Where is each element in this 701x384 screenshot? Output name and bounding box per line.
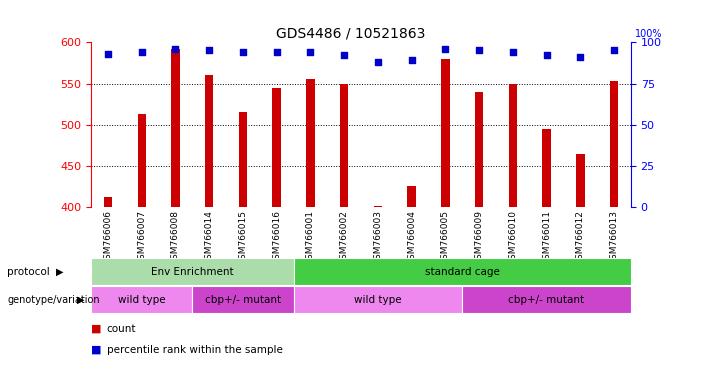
Text: GSM766005: GSM766005 xyxy=(441,210,450,265)
Point xyxy=(541,52,552,58)
Point xyxy=(305,49,316,55)
Bar xyxy=(104,197,112,207)
Text: wild type: wild type xyxy=(118,295,165,305)
Point xyxy=(136,49,147,55)
Text: GSM766007: GSM766007 xyxy=(137,210,147,265)
Text: GSM766015: GSM766015 xyxy=(238,210,247,265)
Text: GSM766008: GSM766008 xyxy=(171,210,180,265)
Text: Env Enrichment: Env Enrichment xyxy=(151,267,233,277)
Text: GSM766006: GSM766006 xyxy=(104,210,112,265)
Text: ■: ■ xyxy=(91,324,102,334)
Text: count: count xyxy=(107,324,136,334)
Text: GSM766002: GSM766002 xyxy=(340,210,348,265)
Point xyxy=(440,46,451,52)
Bar xyxy=(306,79,315,207)
Bar xyxy=(171,49,179,207)
Point xyxy=(608,47,620,53)
Text: GSM766009: GSM766009 xyxy=(475,210,484,265)
Text: GSM766001: GSM766001 xyxy=(306,210,315,265)
Bar xyxy=(294,258,631,285)
Point xyxy=(406,57,417,63)
Text: ■: ■ xyxy=(91,345,102,355)
Bar xyxy=(91,258,294,285)
Text: GSM766014: GSM766014 xyxy=(205,210,214,265)
Point xyxy=(170,46,181,52)
Text: cbp+/- mutant: cbp+/- mutant xyxy=(205,295,281,305)
Bar xyxy=(137,114,146,207)
Text: GSM766012: GSM766012 xyxy=(576,210,585,265)
Bar xyxy=(407,186,416,207)
Point xyxy=(203,47,215,53)
Text: GSM766010: GSM766010 xyxy=(508,210,517,265)
Text: cbp+/- mutant: cbp+/- mutant xyxy=(508,295,585,305)
Text: GSM766016: GSM766016 xyxy=(272,210,281,265)
Bar xyxy=(374,206,382,207)
Bar xyxy=(91,286,192,313)
Text: ▶: ▶ xyxy=(56,267,63,277)
Bar xyxy=(273,88,281,207)
Bar xyxy=(509,84,517,207)
Text: GSM766011: GSM766011 xyxy=(542,210,551,265)
Text: percentile rank within the sample: percentile rank within the sample xyxy=(107,345,283,355)
Point xyxy=(238,49,249,55)
Bar xyxy=(576,154,585,207)
Point xyxy=(102,51,114,57)
Point xyxy=(271,49,283,55)
Bar xyxy=(294,286,462,313)
Point xyxy=(508,49,519,55)
Bar xyxy=(610,81,618,207)
Text: standard cage: standard cage xyxy=(425,267,500,277)
Text: wild type: wild type xyxy=(354,295,402,305)
Bar xyxy=(205,75,213,207)
Bar xyxy=(543,129,551,207)
Bar xyxy=(462,286,631,313)
Text: GSM766013: GSM766013 xyxy=(610,210,618,265)
Point xyxy=(339,52,350,58)
Bar xyxy=(475,92,483,207)
Text: ▶: ▶ xyxy=(77,295,84,305)
Text: 100%: 100% xyxy=(635,30,662,40)
Bar xyxy=(340,84,348,207)
Text: protocol: protocol xyxy=(7,267,50,277)
Text: GSM766003: GSM766003 xyxy=(374,210,382,265)
Point xyxy=(372,59,383,65)
Text: genotype/variation: genotype/variation xyxy=(7,295,100,305)
Text: GSM766004: GSM766004 xyxy=(407,210,416,265)
Bar xyxy=(192,286,294,313)
Bar xyxy=(239,113,247,207)
Bar xyxy=(441,59,449,207)
Text: GDS4486 / 10521863: GDS4486 / 10521863 xyxy=(275,27,426,41)
Point xyxy=(473,47,484,53)
Point xyxy=(575,54,586,60)
